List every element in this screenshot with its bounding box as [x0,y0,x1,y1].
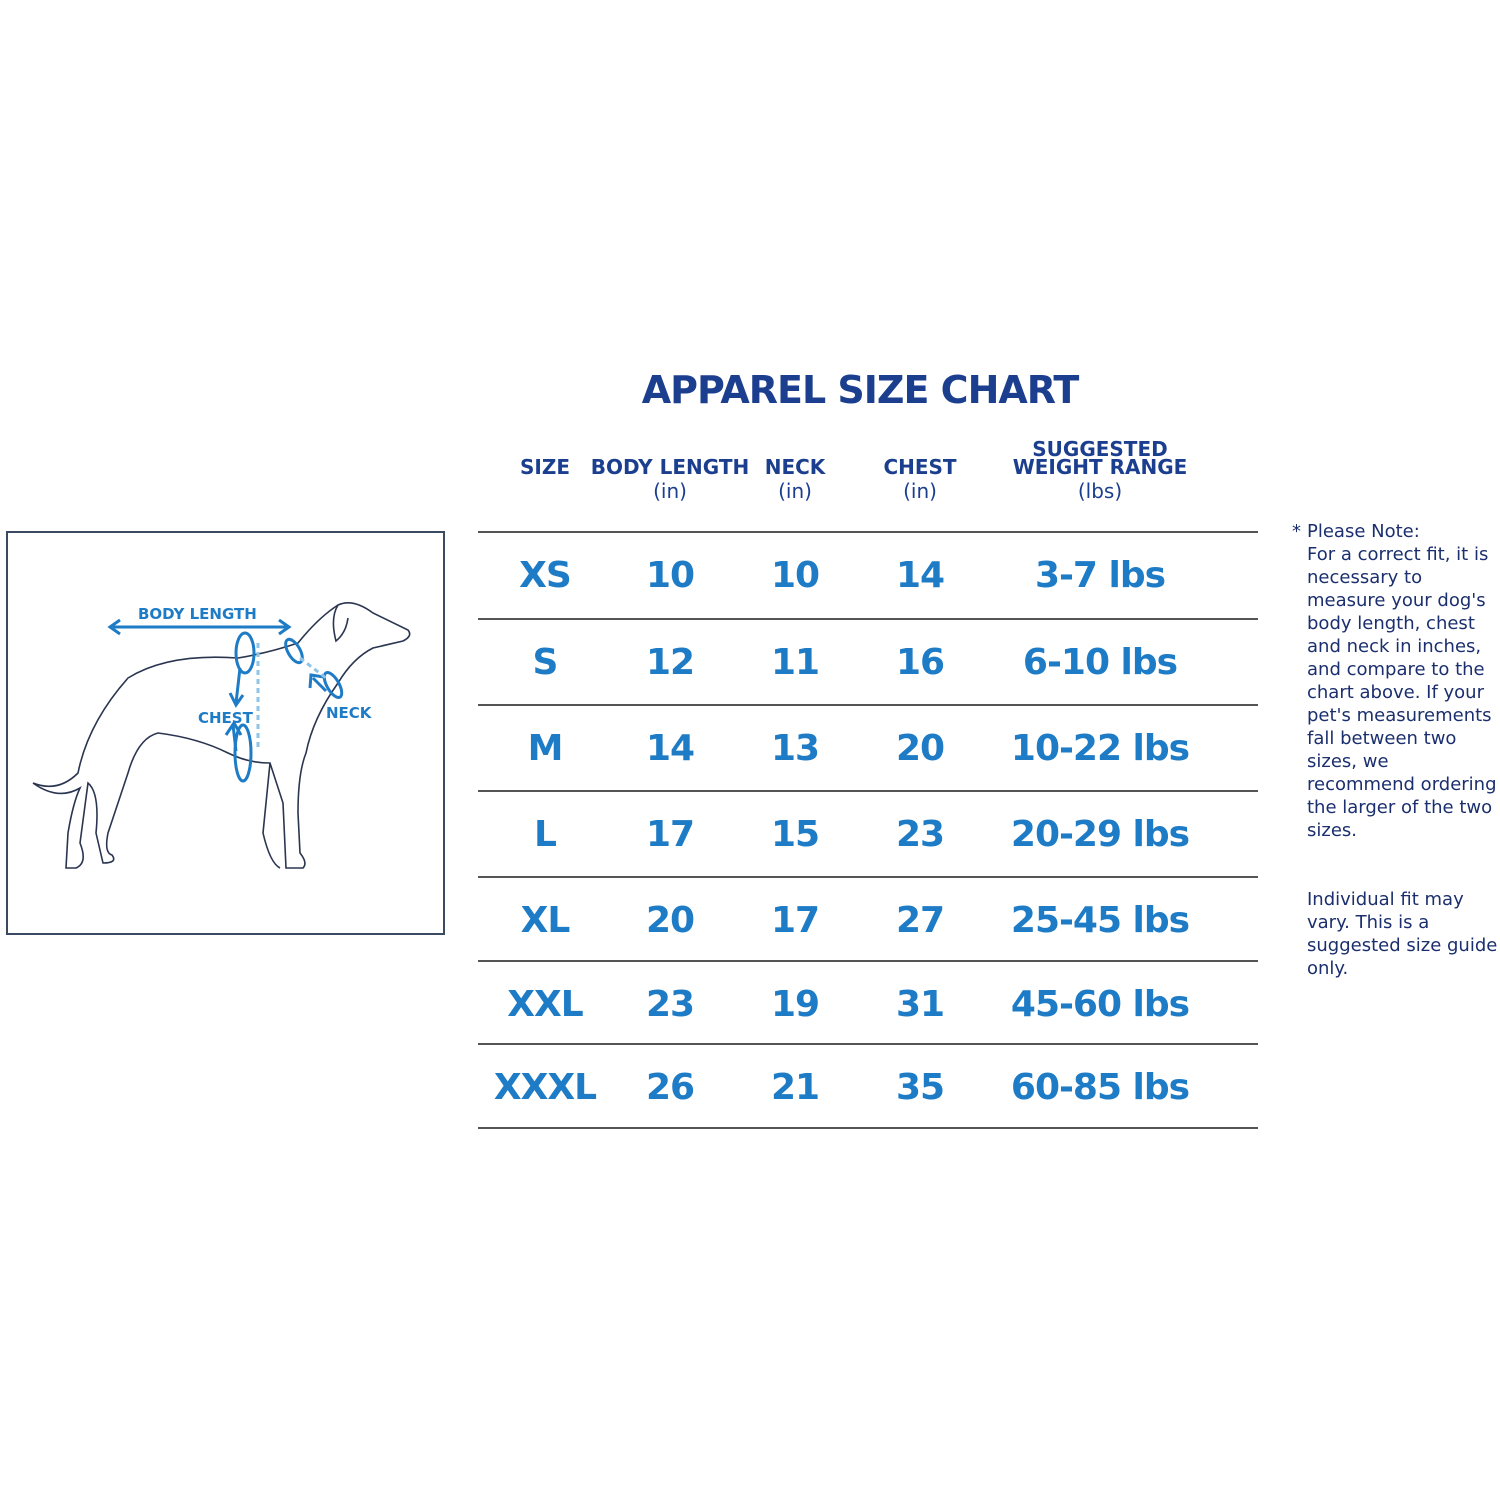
table-cell: 11 [770,642,820,683]
table-cell: 23 [645,984,695,1025]
row-divider [478,1127,1258,1129]
column-header-label: SIZE [519,455,570,479]
table-cell: 10 [770,555,820,596]
table-cell: 45-60 lbs [1010,984,1190,1025]
table-row: XXL 23 19 31 45-60 lbs [0,962,1300,1048]
table-cell: L [534,814,557,855]
dog-measurement-diagram: BODY LENGTH CHEST NECK [6,531,445,935]
column-header: CHEST (in) [820,440,1020,504]
column-header: BODY LENGTH (in) [570,440,770,504]
table-cell: 21 [770,1067,820,1108]
column-header: SUGGESTED WEIGHT RANGE (lbs) [1000,437,1200,504]
dog-outline-icon [32,602,411,869]
row-divider [478,531,1258,533]
table-row: XL 20 17 27 25-45 lbs [0,878,1300,964]
table-cell: 14 [895,555,945,596]
table-cell: 19 [770,984,820,1025]
table-cell: 16 [895,642,945,683]
table-row: XXXL 26 21 35 60-85 lbs [0,1045,1300,1131]
table-cell: 27 [895,900,945,941]
table-cell: 35 [895,1067,945,1108]
table-cell: 13 [770,728,820,769]
column-header-unit: (in) [903,479,937,503]
table-cell: XXXL [493,1067,597,1108]
table-cell: 20 [895,728,945,769]
note-heading: Please Note: [1307,521,1420,542]
table-cell: 17 [645,814,695,855]
table-cell: 26 [645,1067,695,1108]
note-body: For a correct fit, it is necessary to me… [1307,544,1497,841]
row-divider [478,1043,1258,1045]
table-cell: XS [519,555,572,596]
table-cell: 23 [895,814,945,855]
table-cell: 20 [645,900,695,941]
chest-label: CHEST [198,709,254,727]
chart-title: APPAREL SIZE CHART [641,368,1080,412]
neck-loop-icon [284,637,304,665]
table-cell: S [532,642,559,683]
column-header-label: SUGGESTED WEIGHT RANGE [1012,437,1188,479]
table-cell: 20-29 lbs [1010,814,1190,855]
row-divider [478,704,1258,706]
column-header-label: CHEST [883,455,957,479]
row-divider [478,618,1258,620]
table-cell: 10 [645,555,695,596]
column-header-label: NECK [764,455,826,479]
table-cell: XXL [507,984,583,1025]
column-header: SIZE [445,440,645,478]
table-row: M 14 13 20 10-22 lbs [0,706,1300,792]
chest-loop-icon [234,631,256,675]
table-cell: 6-10 lbs [1022,642,1178,683]
column-header-unit: (in) [653,479,687,503]
neck-label: NECK [326,704,373,722]
table-cell: XL [520,900,571,941]
body-length-label: BODY LENGTH [138,605,257,623]
asterisk: * [1292,521,1301,542]
table-cell: 10-22 lbs [1010,728,1190,769]
table-cell: M [527,728,564,769]
table-cell: 31 [895,984,945,1025]
table-cell: 14 [645,728,695,769]
table-cell: 17 [770,900,820,941]
table-cell: 60-85 lbs [1010,1067,1190,1108]
table-row: XS 10 10 14 3-7 lbs [0,533,1300,619]
note-disclaimer: Individual fit may vary. This is a sugge… [1307,889,1498,979]
table-row: S 12 11 16 6-10 lbs [0,620,1300,706]
row-divider [478,876,1258,878]
column-header-unit: (in) [778,479,812,503]
column-header-unit: (lbs) [1077,479,1123,503]
row-divider [478,960,1258,962]
table-cell: 25-45 lbs [1010,900,1190,941]
table-cell: 15 [770,814,820,855]
column-header-label: BODY LENGTH [590,455,750,479]
table-row: L 17 15 23 20-29 lbs [0,792,1300,878]
table-cell: 3-7 lbs [1034,555,1166,596]
column-header: NECK (in) [695,440,895,504]
note-panel: * Please Note: For a correct fit, it is … [1292,520,1500,980]
table-cell: 12 [645,642,695,683]
row-divider [478,790,1258,792]
